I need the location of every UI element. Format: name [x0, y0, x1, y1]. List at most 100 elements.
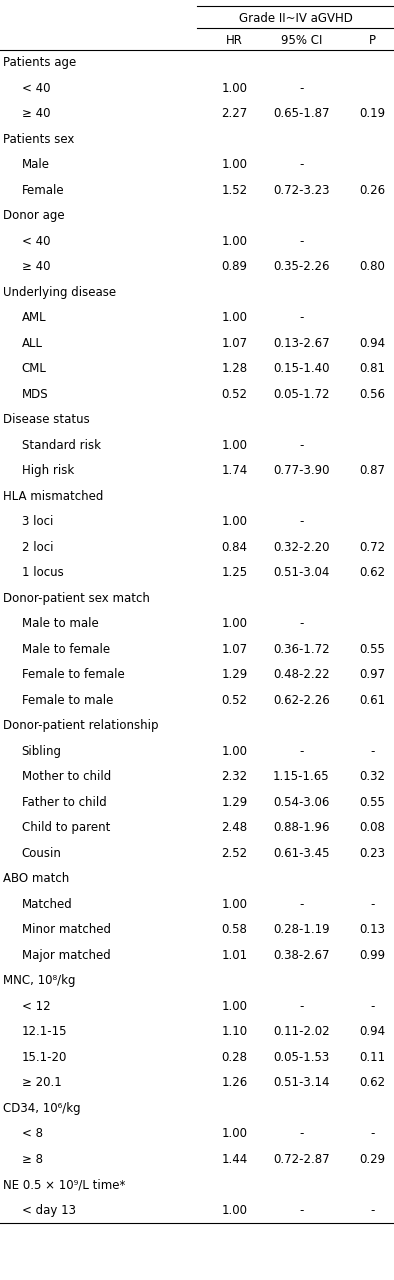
- Text: -: -: [299, 311, 304, 324]
- Text: < 40: < 40: [22, 234, 50, 248]
- Text: 0.65-1.87: 0.65-1.87: [273, 108, 330, 120]
- Text: Male to male: Male to male: [22, 617, 98, 630]
- Text: P: P: [369, 33, 376, 46]
- Text: Male to female: Male to female: [22, 643, 110, 655]
- Text: 0.58: 0.58: [221, 923, 247, 936]
- Text: 1.00: 1.00: [221, 516, 247, 529]
- Text: 0.28: 0.28: [221, 1051, 247, 1064]
- Text: 0.94: 0.94: [359, 1025, 385, 1038]
- Text: 0.89: 0.89: [221, 260, 247, 273]
- Text: 1.00: 1.00: [221, 1000, 247, 1012]
- Text: 0.19: 0.19: [359, 108, 385, 120]
- Text: ALL: ALL: [22, 337, 43, 349]
- Text: 1.00: 1.00: [221, 311, 247, 324]
- Text: HR: HR: [226, 33, 243, 46]
- Text: 0.62: 0.62: [359, 1076, 385, 1089]
- Text: 1.07: 1.07: [221, 643, 247, 655]
- Text: -: -: [299, 516, 304, 529]
- Text: < 12: < 12: [22, 1000, 50, 1012]
- Text: 1.01: 1.01: [221, 948, 247, 961]
- Text: Donor-patient relationship: Donor-patient relationship: [3, 719, 159, 732]
- Text: 1.44: 1.44: [221, 1153, 247, 1166]
- Text: -: -: [299, 897, 304, 911]
- Text: -: -: [370, 1000, 375, 1012]
- Text: 0.23: 0.23: [359, 847, 385, 860]
- Text: 0.94: 0.94: [359, 337, 385, 349]
- Text: 0.84: 0.84: [221, 540, 247, 554]
- Text: -: -: [370, 1128, 375, 1140]
- Text: 1.52: 1.52: [221, 184, 247, 197]
- Text: Cousin: Cousin: [22, 847, 61, 860]
- Text: Matched: Matched: [22, 897, 72, 911]
- Text: Minor matched: Minor matched: [22, 923, 111, 936]
- Text: 1.00: 1.00: [221, 897, 247, 911]
- Text: 1.74: 1.74: [221, 465, 247, 477]
- Text: CML: CML: [22, 362, 46, 375]
- Text: -: -: [370, 1203, 375, 1217]
- Text: 0.52: 0.52: [221, 694, 247, 707]
- Text: -: -: [299, 1128, 304, 1140]
- Text: MDS: MDS: [22, 388, 48, 401]
- Text: 0.72-2.87: 0.72-2.87: [273, 1153, 330, 1166]
- Text: -: -: [299, 159, 304, 172]
- Text: ≥ 40: ≥ 40: [22, 108, 50, 120]
- Text: 0.28-1.19: 0.28-1.19: [273, 923, 330, 936]
- Text: 2.32: 2.32: [221, 771, 247, 783]
- Text: Child to parent: Child to parent: [22, 822, 110, 835]
- Text: 0.48-2.22: 0.48-2.22: [273, 668, 330, 681]
- Text: 0.32-2.20: 0.32-2.20: [273, 540, 330, 554]
- Text: HLA mismatched: HLA mismatched: [3, 490, 104, 503]
- Text: 0.15-1.40: 0.15-1.40: [273, 362, 330, 375]
- Text: 0.36-1.72: 0.36-1.72: [273, 643, 330, 655]
- Text: -: -: [370, 897, 375, 911]
- Text: AML: AML: [22, 311, 46, 324]
- Text: 0.88-1.96: 0.88-1.96: [273, 822, 330, 835]
- Text: 0.29: 0.29: [359, 1153, 385, 1166]
- Text: 0.11: 0.11: [359, 1051, 385, 1064]
- Text: 1.00: 1.00: [221, 617, 247, 630]
- Text: 1.07: 1.07: [221, 337, 247, 349]
- Text: 1.28: 1.28: [221, 362, 247, 375]
- Text: Underlying disease: Underlying disease: [3, 285, 116, 298]
- Text: 1.00: 1.00: [221, 1203, 247, 1217]
- Text: Mother to child: Mother to child: [22, 771, 111, 783]
- Text: 0.51-3.04: 0.51-3.04: [273, 566, 330, 580]
- Text: 0.72-3.23: 0.72-3.23: [273, 184, 330, 197]
- Text: -: -: [299, 439, 304, 452]
- Text: Patients sex: Patients sex: [3, 133, 74, 146]
- Text: 0.72: 0.72: [359, 540, 385, 554]
- Text: -: -: [299, 745, 304, 758]
- Text: 1.00: 1.00: [221, 439, 247, 452]
- Text: ≥ 8: ≥ 8: [22, 1153, 43, 1166]
- Text: 0.62: 0.62: [359, 566, 385, 580]
- Text: 12.1-15: 12.1-15: [22, 1025, 67, 1038]
- Text: 0.32: 0.32: [359, 771, 385, 783]
- Text: 0.26: 0.26: [359, 184, 385, 197]
- Text: 15.1-20: 15.1-20: [22, 1051, 67, 1064]
- Text: Disease status: Disease status: [3, 413, 90, 426]
- Text: 0.08: 0.08: [359, 822, 385, 835]
- Text: ≥ 20.1: ≥ 20.1: [22, 1076, 61, 1089]
- Text: 1.00: 1.00: [221, 159, 247, 172]
- Text: < 40: < 40: [22, 82, 50, 95]
- Text: 0.56: 0.56: [359, 388, 385, 401]
- Text: Patients age: Patients age: [3, 56, 76, 69]
- Text: 0.11-2.02: 0.11-2.02: [273, 1025, 330, 1038]
- Text: 0.13: 0.13: [359, 923, 385, 936]
- Text: Female to female: Female to female: [22, 668, 125, 681]
- Text: 95% CI: 95% CI: [281, 33, 322, 46]
- Text: 0.54-3.06: 0.54-3.06: [273, 796, 330, 809]
- Text: 0.05-1.53: 0.05-1.53: [273, 1051, 329, 1064]
- Text: < 8: < 8: [22, 1128, 43, 1140]
- Text: 0.13-2.67: 0.13-2.67: [273, 337, 330, 349]
- Text: 0.55: 0.55: [359, 796, 385, 809]
- Text: 2 loci: 2 loci: [22, 540, 53, 554]
- Text: 0.35-2.26: 0.35-2.26: [273, 260, 330, 273]
- Text: Major matched: Major matched: [22, 948, 110, 961]
- Text: Donor-patient sex match: Donor-patient sex match: [3, 591, 150, 604]
- Text: 1.00: 1.00: [221, 1128, 247, 1140]
- Text: 1.15-1.65: 1.15-1.65: [273, 771, 330, 783]
- Text: Standard risk: Standard risk: [22, 439, 101, 452]
- Text: Sibling: Sibling: [22, 745, 62, 758]
- Text: 0.52: 0.52: [221, 388, 247, 401]
